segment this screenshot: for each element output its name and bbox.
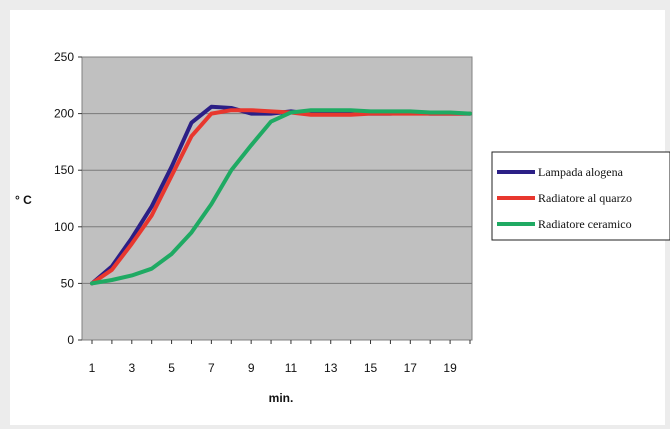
x-tick-label: 15: [364, 361, 378, 375]
x-tick-label: 9: [248, 361, 255, 375]
x-tick-label: 5: [168, 361, 175, 375]
y-tick-label: 0: [67, 333, 74, 347]
plot-area: [81, 56, 473, 341]
legend-label-3: Radiatore ceramico: [538, 217, 632, 231]
x-axis-title: min.: [269, 391, 294, 405]
series-line-3: [90, 108, 472, 286]
y-tick-label: 250: [54, 50, 74, 64]
series-line-2: [90, 108, 472, 286]
y-tick-label: 150: [54, 163, 74, 177]
x-tick-label: 3: [128, 361, 135, 375]
legend: Lampada alogena Radiatore al quarzo Radiat…: [491, 151, 670, 241]
y-axis-title: ° C: [15, 193, 32, 207]
x-tick-label: 11: [285, 361, 298, 375]
x-tick-label: 7: [208, 361, 215, 375]
legend-label-2: Radiatore al quarzo: [538, 191, 632, 205]
x-tick-label: 13: [324, 361, 338, 375]
y-tick-label: 200: [54, 107, 74, 121]
y-tick-label: 100: [54, 220, 74, 234]
x-tick-label: 1: [89, 361, 96, 375]
legend-label-1: Lampada alogena: [538, 165, 624, 179]
x-tick-label: 17: [404, 361, 418, 375]
y-tick-label: 50: [61, 276, 75, 290]
x-tick-label: 19: [443, 361, 457, 375]
